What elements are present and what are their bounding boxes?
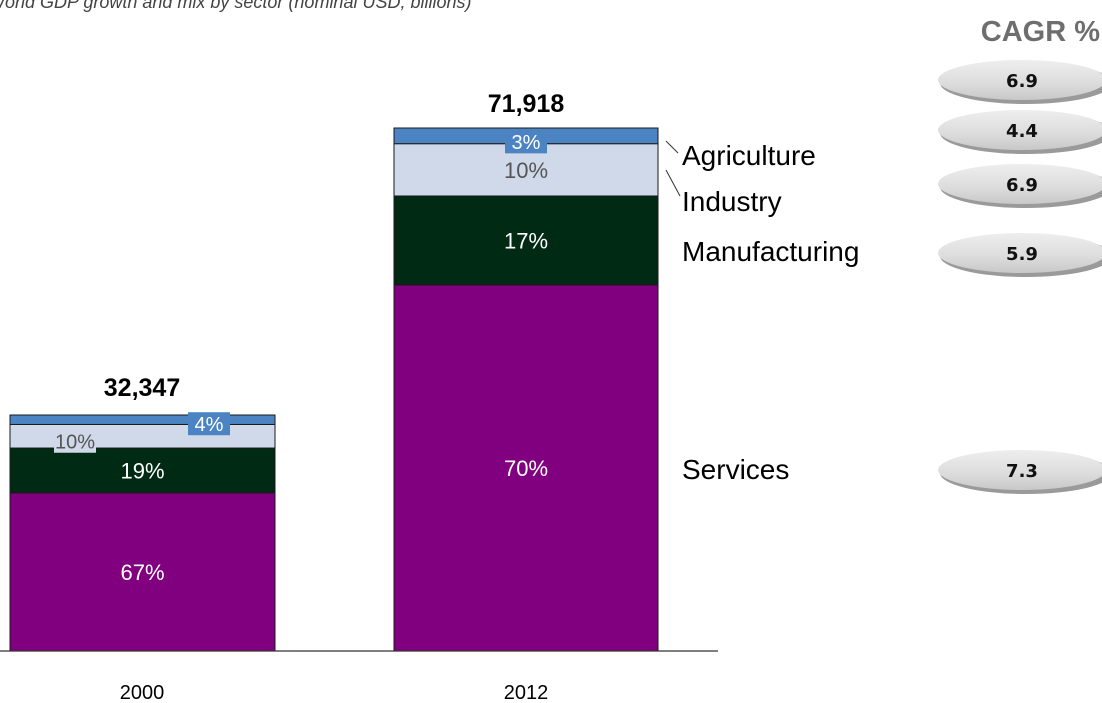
x-tick-label-2000: 2000 [120,682,165,703]
data-label-agriculture-2012: 3% [512,132,541,154]
cagr-value-services: 7.3 [1006,461,1038,482]
bar-segment-agriculture-2000 [9,414,276,425]
data-label-agriculture-2000: 4% [195,414,224,436]
cagr-header: CAGR % [981,16,1100,48]
data-label-manufacturing-2000: 19% [120,458,164,483]
cagr-value-industry: 4.4 [1006,121,1038,142]
total-label-2012: 71,918 [488,90,565,118]
cagr-pill-manufacturing [938,164,1102,204]
x-tick-label-2012: 2012 [504,682,549,703]
bar-segment-services-2000 [9,492,276,652]
bar-labels-layer: 67% 19% 10% 4% 70% 17% 10% 3% [54,130,548,585]
legend-services: Services [682,454,789,485]
bar-segment-industry-2000 [9,423,276,449]
bar-segment-manufacturing-2012 [393,195,659,286]
cagr-pill-services [938,450,1102,490]
data-label-manufacturing-2012: 17% [504,228,548,253]
cagr-pill-agriculture [938,60,1102,100]
agriculture-leader-line [665,140,679,154]
data-label-industry-2000: 10% [55,431,95,453]
data-label-box-agriculture-2000 [188,412,230,436]
cagr-pill-unlabeled-3 [938,233,1102,273]
legend-agriculture: Agriculture [682,140,816,171]
bar-segment-manufacturing-2000 [9,447,276,494]
data-label-box-industry-2000 [54,429,96,453]
data-label-services-2000: 67% [120,560,164,585]
cagr-value-agriculture: 6.9 [1006,71,1038,92]
legend-manufacturing: Manufacturing [682,236,859,267]
data-label-industry-2012: 10% [504,158,548,183]
bars-layer [9,127,659,652]
chart-title: World GDP growth and mix by sector (nomi… [0,0,472,12]
cagr-value-manufacturing: 6.9 [1006,175,1038,196]
total-label-2000: 32,347 [104,374,180,402]
cagr-pills-layer: 6.9 4.4 6.9 5.9 7.3 [938,60,1102,494]
bar-segment-services-2012 [393,284,659,652]
legend-industry: Industry [682,186,782,217]
industry-leader-line [665,169,681,197]
data-label-services-2012: 70% [504,456,548,481]
cagr-pill-industry [938,110,1102,150]
cagr-value-unlabeled-3: 5.9 [1006,244,1038,265]
data-label-box-agriculture-2012 [505,130,547,154]
